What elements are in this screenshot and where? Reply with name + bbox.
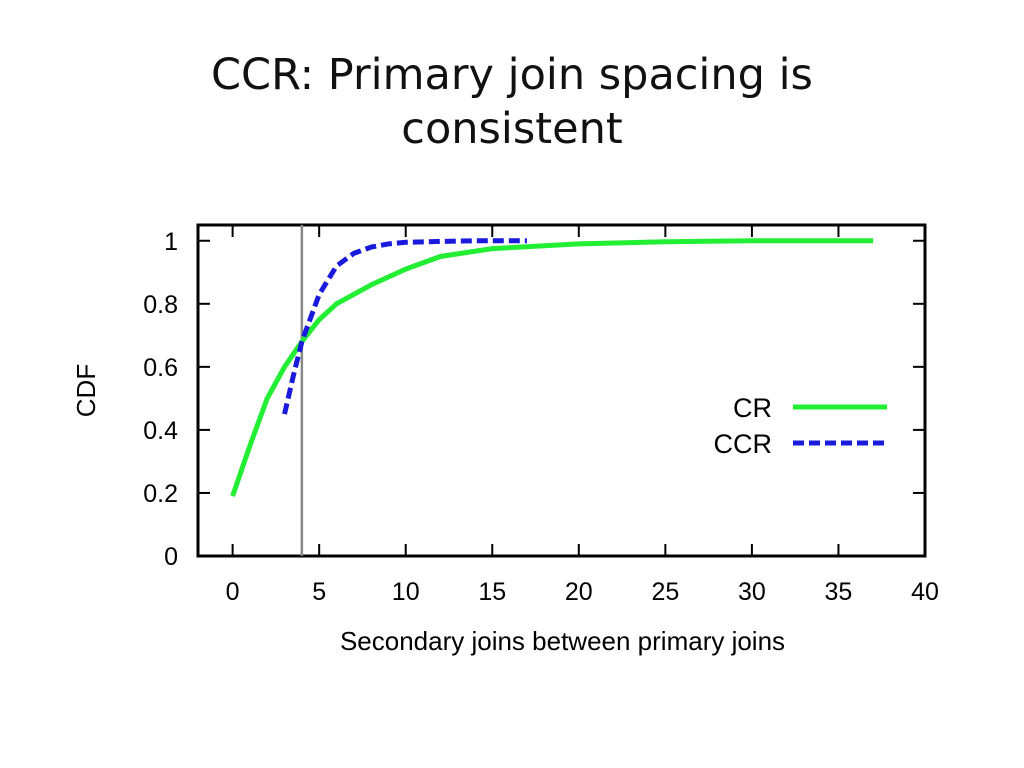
x-tick-label: 25	[651, 578, 679, 606]
y-axis-label: CDF	[71, 364, 101, 417]
x-tick-label: 40	[911, 578, 939, 606]
series-line-cr	[230, 238, 874, 497]
x-tick-label: 0	[226, 578, 240, 606]
y-tick-label: 0.2	[143, 480, 178, 508]
chart-legend: CR CCR	[714, 393, 887, 459]
plot-frame	[196, 223, 927, 558]
x-tick-label: 10	[392, 578, 420, 606]
x-tick-label: 15	[478, 578, 506, 606]
x-tick-label: 35	[825, 578, 853, 606]
y-tick-label: 0.6	[143, 354, 178, 382]
legend-label-ccr: CCR	[714, 429, 773, 459]
y-tick-label: 0	[164, 543, 178, 571]
x-tick-label: 30	[738, 578, 766, 606]
x-tick-label: 5	[312, 578, 326, 606]
y-tick-label: 0.8	[143, 291, 178, 319]
slide-title-line-2: consistent	[401, 104, 623, 154]
series-line-ccr	[282, 238, 527, 415]
y-tick-label: 1	[164, 228, 178, 256]
y-tick-label: 0.4	[143, 417, 178, 445]
x-tick-label: 20	[565, 578, 593, 606]
slide-title-line-1: CCR: Primary join spacing is	[211, 50, 813, 100]
legend-label-cr: CR	[733, 393, 772, 423]
slide-title: CCR: Primary join spacing is consistent	[0, 48, 1024, 156]
x-axis-label: Secondary joins between primary joins	[340, 626, 785, 656]
